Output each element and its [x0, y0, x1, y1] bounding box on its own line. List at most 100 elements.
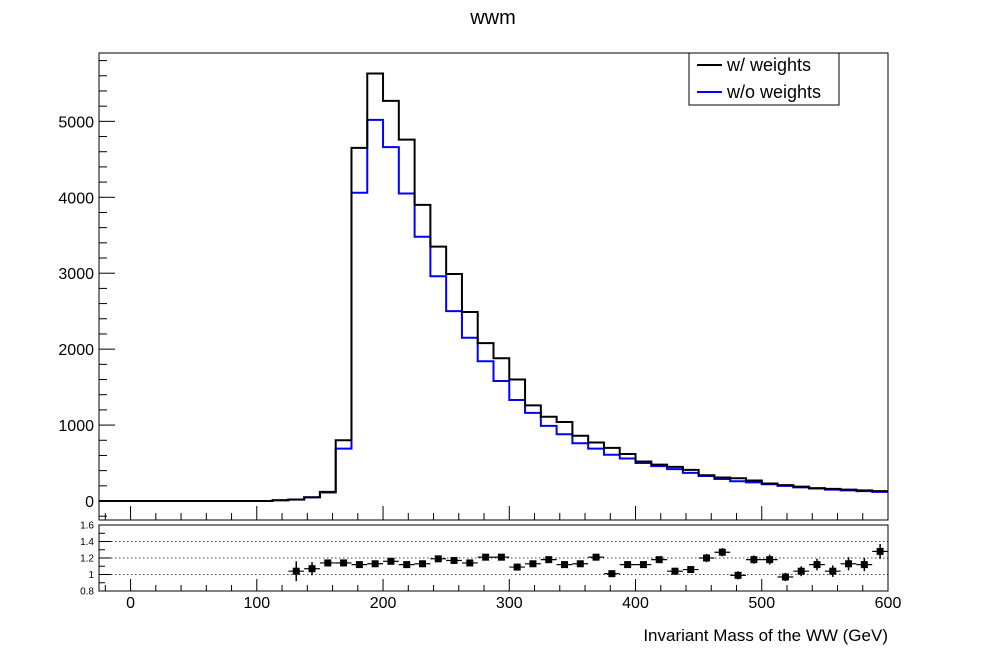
ratio-point: [383, 557, 399, 565]
x-tick-label: 0: [126, 595, 135, 612]
ratio-y-tick-labels: 0.8 1 1.2 1.4 1.6: [80, 521, 94, 598]
ratio-point-marker: [608, 570, 616, 578]
x-tick-label: 400: [622, 595, 649, 612]
ratio-point: [288, 561, 305, 582]
ratio-y-tick-label: 1.6: [80, 521, 94, 532]
ratio-point: [588, 553, 604, 561]
ratio-point-marker: [718, 548, 726, 556]
ratio-point: [872, 543, 888, 559]
ratio-point-marker: [734, 571, 742, 579]
ratio-point: [651, 556, 668, 564]
ratio-point-marker: [860, 561, 868, 569]
ratio-point-marker: [687, 566, 695, 574]
ratio-point: [509, 563, 526, 571]
ratio-point: [525, 560, 541, 568]
ratio-point: [446, 556, 462, 564]
ratio-point-marker: [845, 560, 853, 568]
ratio-point-marker: [876, 547, 884, 555]
x-tick-label: 200: [370, 595, 397, 612]
ratio-point-marker: [418, 560, 426, 568]
ratio-point-marker: [340, 559, 348, 567]
ratio-point-marker: [513, 563, 521, 571]
ratio-point: [572, 560, 589, 568]
ratio-point-marker: [545, 556, 553, 564]
ratio-point: [603, 570, 620, 578]
legend: w/ weights w/o weights: [688, 52, 840, 106]
ratio-point-marker: [482, 553, 490, 561]
ratio-point-marker: [371, 560, 379, 568]
ratio-point-marker: [829, 567, 837, 575]
ratio-point-marker: [387, 557, 395, 565]
ratio-point: [730, 571, 746, 580]
ratio-point: [477, 553, 494, 561]
ratio-point-marker: [671, 567, 679, 575]
legend-label-w-weights: w/ weights: [726, 55, 811, 75]
ratio-point: [351, 561, 368, 569]
ratio-point: [319, 559, 336, 567]
ratio-point-marker: [308, 565, 316, 573]
ratio-point: [777, 572, 794, 582]
main-y-tick-labels: 0 1000 2000 3000 4000 5000: [58, 114, 94, 511]
histogram-w-weights: [99, 72, 888, 503]
main-y-tick-label: 1000: [58, 418, 94, 435]
ratio-y-tick-label: 1.4: [80, 537, 94, 548]
main-series-group: [99, 72, 888, 503]
ratio-point-marker: [292, 567, 300, 575]
ratio-point-marker: [639, 561, 647, 569]
ratio-point: [635, 561, 652, 569]
ratio-point: [714, 548, 731, 557]
ratio-point: [698, 553, 715, 563]
chart-title: wwm: [469, 7, 516, 29]
ratio-point-marker: [403, 561, 411, 569]
main-y-tick-label: 4000: [58, 190, 94, 207]
ratio-point: [335, 559, 352, 567]
ratio-point: [745, 555, 762, 564]
ratio-point: [414, 560, 431, 568]
ratio-point-marker: [561, 561, 569, 569]
ratio-point-marker: [529, 560, 537, 568]
ratio-point-marker: [781, 573, 789, 581]
ratio-point: [682, 566, 699, 574]
x-tick-labels: 0 100 200 300 400 500 600: [126, 595, 901, 612]
ratio-point: [793, 566, 810, 577]
main-axis-ticks: [99, 60, 889, 520]
ratio-point-marker: [592, 553, 600, 561]
x-tick-label: 500: [748, 595, 775, 612]
ratio-point: [809, 558, 825, 571]
x-tick-label: 100: [243, 595, 270, 612]
ratio-point-marker: [355, 561, 363, 569]
ratio-point: [540, 556, 557, 564]
ratio-point-marker: [497, 553, 505, 561]
main-y-tick-label: 5000: [58, 114, 94, 131]
ratio-point: [493, 553, 510, 561]
legend-box: [688, 52, 840, 106]
ratio-point-marker: [450, 556, 458, 564]
ratio-point: [619, 561, 636, 569]
ratio-points-group: [288, 543, 888, 582]
ratio-point: [761, 554, 778, 565]
ratio-point: [304, 562, 320, 576]
ratio-axis-ticks: [99, 524, 889, 592]
ratio-point: [824, 565, 841, 577]
ratio-point-marker: [576, 560, 584, 568]
ratio-point-marker: [655, 556, 663, 564]
x-tick-label: 600: [875, 595, 902, 612]
main-y-tick-label: 0: [85, 494, 94, 511]
ratio-y-tick-label: 1.2: [80, 554, 94, 565]
ratio-y-tick-label: 1: [88, 570, 94, 581]
ratio-point-marker: [624, 561, 632, 569]
ratio-point-marker: [703, 554, 711, 562]
ratio-point: [856, 558, 873, 572]
main-plot-frame: [98, 52, 889, 521]
ratio-point: [667, 567, 683, 575]
ratio-point-marker: [324, 559, 332, 567]
ratio-y-tick-label: 0.8: [80, 587, 94, 598]
ratio-point-marker: [434, 555, 442, 563]
x-tick-label: 300: [496, 595, 523, 612]
legend-label-wo-weights: w/o weights: [726, 82, 821, 102]
ratio-point-marker: [466, 559, 474, 567]
ratio-point-marker: [813, 561, 821, 569]
ratio-point-marker: [750, 556, 758, 564]
